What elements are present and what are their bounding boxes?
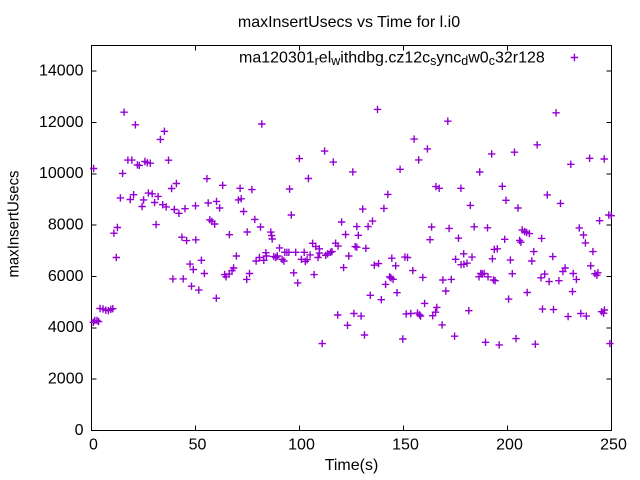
svg-text:200: 200 xyxy=(496,437,523,454)
svg-text:maxInsertUsecs: maxInsertUsecs xyxy=(6,171,23,278)
svg-text:0: 0 xyxy=(75,422,84,439)
svg-text:14000: 14000 xyxy=(39,63,84,80)
svg-text:maxInsertUsecs vs Time for l.i: maxInsertUsecs vs Time for l.i0 xyxy=(238,14,460,31)
svg-text:6000: 6000 xyxy=(48,268,84,285)
svg-text:4000: 4000 xyxy=(48,319,84,336)
svg-text:100: 100 xyxy=(288,437,315,454)
svg-text:ma120301relwithdbg.cz12csyncdw: ma120301relwithdbg.cz12csyncdw0c32r128 xyxy=(239,50,545,69)
svg-text:0: 0 xyxy=(89,437,98,454)
svg-text:2000: 2000 xyxy=(48,371,84,388)
svg-text:8000: 8000 xyxy=(48,217,84,234)
svg-text:Time(s): Time(s) xyxy=(325,457,379,474)
svg-text:10000: 10000 xyxy=(39,165,84,182)
svg-text:12000: 12000 xyxy=(39,114,84,131)
svg-text:50: 50 xyxy=(189,437,207,454)
svg-text:150: 150 xyxy=(392,437,419,454)
svg-text:250: 250 xyxy=(600,437,627,454)
